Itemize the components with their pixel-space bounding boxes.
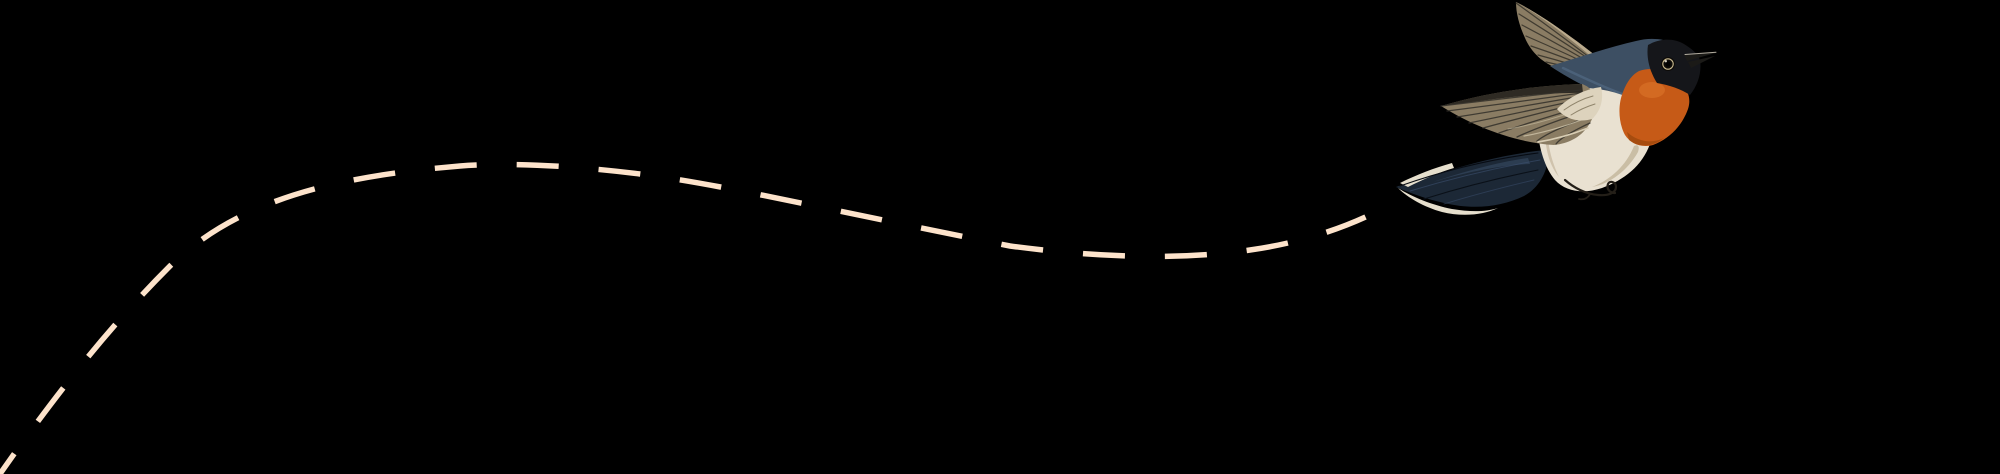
bird-feet — [1563, 178, 1618, 201]
bird-covert-patch — [1557, 87, 1603, 121]
bird-belly-shadow-right — [1592, 145, 1639, 187]
bird-near-wing-dark-edge — [1441, 84, 1583, 106]
bird-throat-shadow — [1627, 132, 1664, 146]
bird-tail-sheen — [1433, 158, 1530, 182]
bird-illustration — [1396, 2, 1717, 215]
tail-feather-lines — [1399, 152, 1541, 205]
bird-beak-highlight — [1684, 51, 1717, 55]
flight-path-dashed-line — [0, 161, 1382, 474]
bird-throat-highlight — [1639, 82, 1665, 98]
bird-eye — [1661, 57, 1675, 71]
bird-eye-glint — [1664, 60, 1667, 63]
covert-feather-lines — [1563, 95, 1596, 116]
bird-beak-lower — [1688, 56, 1715, 68]
bird-throat — [1619, 69, 1690, 146]
bird-tail-white-tips — [1398, 188, 1498, 215]
bird-beak-upper — [1684, 52, 1717, 61]
